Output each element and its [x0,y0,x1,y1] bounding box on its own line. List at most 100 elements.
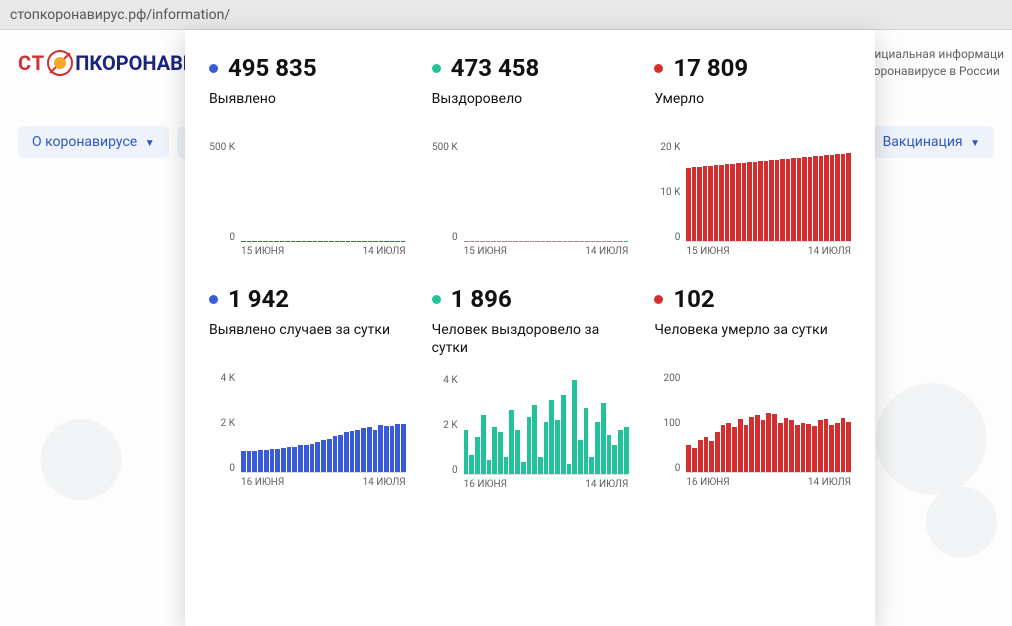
ytick-label: 0 [430,232,458,243]
chart-dead: 20 K10 K015 ИЮНЯ14 ИЮЛЯ [654,142,851,257]
chart-bar [715,432,720,472]
chart-bar [769,160,774,241]
chart-bar [830,155,835,241]
chart-bar [835,154,840,241]
chart-bar [549,400,554,474]
chart-bar [686,168,691,241]
chart-bar [797,158,802,241]
site-logo[interactable]: СТ П КОРОНАВИ [18,50,197,76]
chart-bar [812,426,817,472]
page-body: СТ П КОРОНАВИ Официальная информаци о ко… [0,30,1012,626]
stat-card-recovered: 473 458Выздоровело500 K015 ИЮНЯ14 ИЮЛЯ [432,54,629,257]
chart-bar [481,415,486,474]
chart-bar [766,413,771,472]
chart-bar [747,162,752,241]
ytick-label: 20 K [652,142,680,153]
chart-bar [824,419,829,472]
logo-part-rest: КОРОНАВИ [89,51,197,75]
chart-bar [373,430,378,472]
chart-bar [298,445,303,472]
chart-bar [624,427,629,474]
chart-bar [749,417,754,472]
official-line1: Официальная информаци [857,46,1004,63]
metric-value: 17 809 [673,54,748,82]
ytick-label: 10 K [652,187,680,198]
stat-card-detected: 495 835Выявлено500 K015 ИЮНЯ14 ИЮЛЯ [209,54,406,257]
status-dot-icon [654,64,663,73]
chart-bar [252,451,257,472]
chart-bar [344,432,349,472]
chart-bar [714,165,719,241]
stat-card-dead_daily: 102Человека умерло за сутки200100016 ИЮН… [654,285,851,490]
chart-bar [578,440,583,475]
logo-part-p: П [75,51,89,75]
nav-about-label: О коронавирусе [32,134,137,150]
chart-bar [361,428,366,472]
daily-row: 1 942Выявлено случаев за сутки4 K2 K016 … [209,285,851,490]
nav-vaccination[interactable]: Вакцинация ▼ [869,126,994,158]
ytick-label: 200 [652,373,680,384]
chart-bar [275,449,280,473]
chart-recovered_daily: 4 K2 K016 ИЮНЯ14 ИЮЛЯ [432,375,629,490]
chart-bar [697,167,702,241]
chart-recovered: 500 K015 ИЮНЯ14 ИЮЛЯ [432,142,629,257]
ytick-label: 0 [652,232,680,243]
chart-bar [778,423,783,473]
chart-bar [742,163,747,241]
chart-bar [719,165,724,241]
xstart-label: 16 ИЮНЯ [686,477,729,488]
chart-bar [544,422,549,474]
chart-bar [772,414,777,472]
nav-about-coronavirus[interactable]: О коронавирусе ▼ [18,126,169,158]
chart-bar [703,166,708,241]
xstart-label: 16 ИЮНЯ [241,477,284,488]
chart-bar [744,425,749,472]
chart-bar [241,451,246,472]
ytick-label: 4 K [430,375,458,386]
chart-bar [538,457,543,474]
metric-value: 102 [673,285,714,313]
chart-bar [738,419,743,472]
ytick-label: 500 K [430,142,458,153]
chart-bar [475,437,480,474]
chart-bar [310,444,315,472]
stats-panel: 495 835Выявлено500 K015 ИЮНЯ14 ИЮЛЯ473 4… [185,30,875,626]
chart-bar [802,157,807,241]
stat-card-recovered_daily: 1 896Человек выздоровело за сутки4 K2 K0… [432,285,629,490]
metric-value: 1 942 [228,285,289,313]
chart-bar [819,156,824,241]
chart-bar [795,425,800,472]
chart-bar [612,445,617,475]
chart-bar [464,430,469,475]
ytick-label: 0 [207,463,235,474]
chevron-down-icon: ▼ [970,138,980,149]
url-bar[interactable]: стопкоронавирус.рф/information/ [0,0,1012,30]
chart-bar [287,447,292,472]
chart-bar [247,451,252,472]
ytick-label: 0 [207,232,235,243]
chart-bar [732,427,737,472]
chart-bar [780,159,785,241]
chart-bar [572,380,577,474]
chart-bar [469,455,474,475]
chart-bar [808,157,813,241]
chart-detected: 500 K015 ИЮНЯ14 ИЮЛЯ [209,142,406,257]
chart-bar [730,164,735,241]
chart-bar [601,403,606,475]
chart-bar [595,422,600,474]
metric-label: Выявлено [209,90,406,124]
xend-label: 14 ИЮЛЯ [808,246,851,257]
chart-bar [561,395,566,474]
chart-detected_daily: 4 K2 K016 ИЮНЯ14 ИЮЛЯ [209,373,406,488]
xstart-label: 16 ИЮНЯ [464,479,507,490]
chart-bar [791,158,796,241]
chart-bar [698,440,703,472]
chart-bar [753,162,758,241]
chart-bar [384,426,389,472]
chart-bar [725,164,730,241]
chart-bar [315,442,320,472]
status-dot-icon [209,295,218,304]
chart-dead_daily: 200100016 ИЮНЯ14 ИЮЛЯ [654,373,851,488]
chart-bar [835,423,840,473]
metric-value: 1 896 [451,285,512,313]
